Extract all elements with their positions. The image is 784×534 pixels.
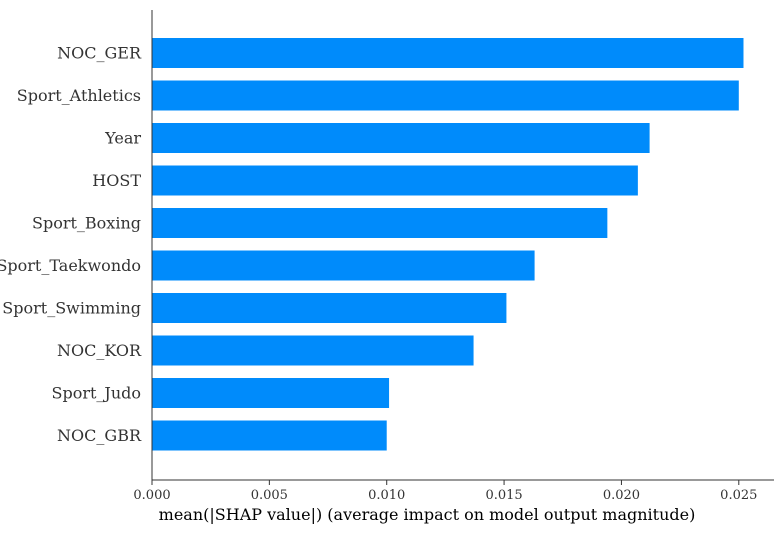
- x-tick-label: 0.015: [485, 488, 522, 503]
- x-tick-label: 0.020: [603, 488, 640, 503]
- category-label: Year: [104, 129, 141, 148]
- bar-year: [152, 123, 650, 153]
- category-label: NOC_GBR: [57, 426, 142, 445]
- x-tick-label: 0.025: [720, 488, 757, 503]
- x-tick-label: 0.005: [251, 488, 288, 503]
- bar-host: [152, 165, 638, 196]
- category-label: NOC_GER: [57, 44, 142, 63]
- bar-noc-gbr: [152, 420, 387, 451]
- category-labels: NOC_GER Sport_Athletics Year HOST Sport_Boxi…: [0, 44, 142, 446]
- category-label: Sport_Boxing: [32, 214, 141, 233]
- bar-noc-kor: [152, 335, 474, 366]
- bar-sport-swimming: [152, 293, 507, 323]
- category-label: Sport_Judo: [51, 384, 141, 403]
- x-axis-title: mean(|SHAP value|) (average impact on mo…: [159, 505, 696, 524]
- bars-group: [152, 38, 744, 451]
- category-label: NOC_KOR: [57, 341, 142, 360]
- bar-sport-athletics: [152, 80, 739, 111]
- bar-sport-taekwondo: [152, 250, 535, 281]
- category-label: Sport_Taekwondo: [0, 256, 141, 275]
- x-axis-ticks: 0.000 0.005 0.010 0.015 0.020 0.025: [133, 480, 757, 503]
- bar-sport-judo: [152, 378, 390, 408]
- bar-sport-boxing: [152, 208, 608, 238]
- x-tick-label: 0.010: [368, 488, 405, 503]
- bar-noc-ger: [152, 38, 744, 68]
- x-tick-label: 0.000: [133, 488, 170, 503]
- category-label: Sport_Swimming: [2, 299, 141, 318]
- category-label: Sport_Athletics: [17, 86, 141, 105]
- category-label: HOST: [92, 171, 141, 190]
